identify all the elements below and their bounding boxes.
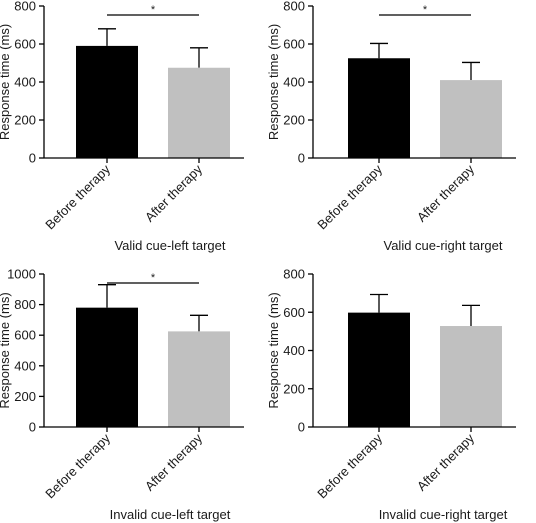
panel-title: Valid cue-left target (114, 238, 225, 253)
significance-marker: * (151, 4, 156, 16)
x-tick-label: After therapy (414, 161, 478, 225)
y-tick-label: 400 (14, 75, 36, 90)
chart-panel-4: 0 200 400 600 800 Before therapy After therapy… (266, 267, 516, 522)
x-tick-label: After therapy (142, 161, 206, 225)
bar-after (440, 326, 502, 427)
panel-title: Invalid cue-right target (379, 507, 508, 522)
y-tick-label: 200 (14, 113, 36, 128)
significance-marker: * (423, 4, 428, 16)
bar-before (348, 58, 410, 158)
y-axis-label: Response time (ms) (266, 292, 281, 408)
y-tick-label: 800 (14, 297, 36, 312)
y-tick-label: 0 (29, 420, 36, 435)
y-tick-label: 0 (298, 151, 305, 166)
x-tick-label: Before therapy (42, 430, 113, 501)
bar-before (76, 45, 138, 158)
y-tick-label: 200 (14, 389, 36, 404)
y-tick-label: 400 (283, 343, 305, 358)
panel-title: Invalid cue-left target (110, 507, 231, 522)
y-tick-label: 600 (283, 37, 305, 52)
y-tick-label: 0 (298, 420, 305, 435)
y-tick-label: 800 (14, 0, 36, 14)
chart-panel-1: 0 200 400 600 800 Before therapy After therapy… (0, 0, 244, 253)
x-tick-label: After therapy (414, 430, 478, 494)
bar-after (168, 331, 230, 427)
chart-panel-2: 0 200 400 600 800 Before therapy After therapy… (266, 0, 516, 253)
chart-panel-3: 0 200 400 600 800 1000 Before therapy After the… (0, 267, 244, 522)
y-axis-label: Response time (ms) (266, 24, 281, 140)
bar-before (348, 312, 410, 427)
y-axis-label: Response time (ms) (0, 24, 12, 140)
y-tick-label: 800 (283, 267, 305, 282)
x-tick-label: Before therapy (314, 161, 385, 232)
x-tick-label: Before therapy (314, 430, 385, 501)
y-tick-label: 200 (283, 113, 305, 128)
y-tick-label: 400 (14, 358, 36, 373)
y-tick-label: 800 (283, 0, 305, 14)
y-axis-label: Response time (ms) (0, 292, 12, 408)
significance-marker: * (151, 272, 156, 284)
y-tick-label: 0 (29, 151, 36, 166)
y-tick-label: 600 (14, 328, 36, 343)
y-tick-label: 1000 (7, 267, 36, 282)
bar-after (168, 67, 230, 158)
y-tick-label: 600 (14, 37, 36, 52)
bar-after (440, 80, 502, 158)
panel-title: Valid cue-right target (384, 238, 503, 253)
y-tick-label: 200 (283, 381, 305, 396)
x-tick-label: Before therapy (42, 161, 113, 232)
y-tick-label: 400 (283, 75, 305, 90)
bar-before (76, 307, 138, 427)
y-tick-label: 600 (283, 305, 305, 320)
x-tick-label: After therapy (142, 430, 206, 494)
